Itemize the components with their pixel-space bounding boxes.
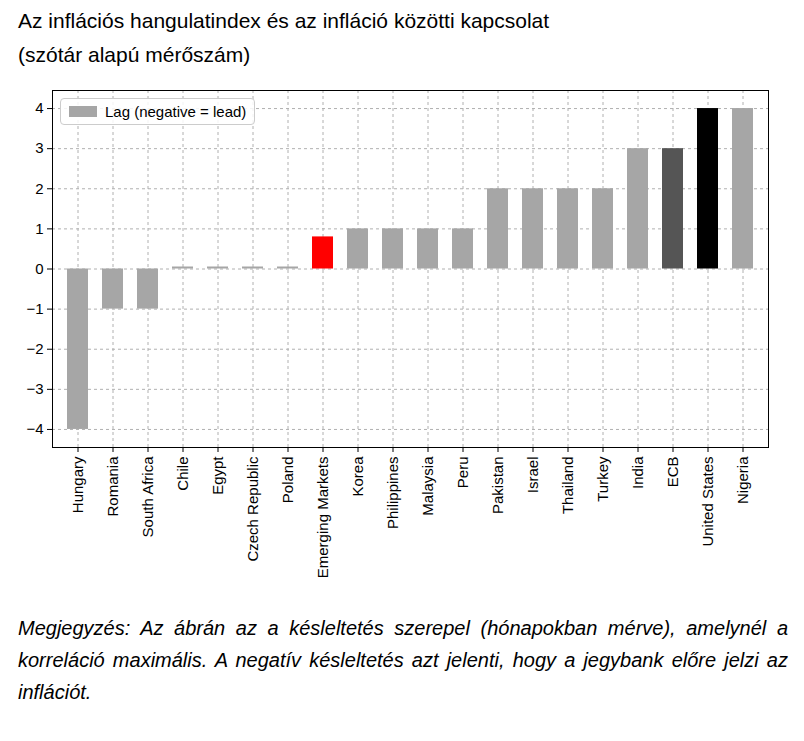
html-text:Lag (negative = lead): Lag (negative = lead) (105, 103, 247, 120)
svg-text:Chile: Chile (174, 457, 191, 491)
svg-text:Romania: Romania (104, 456, 121, 517)
svg-text:Philippines: Philippines (384, 457, 401, 530)
svg-text:−1: −1 (26, 300, 43, 317)
svg-text:South Africa: South Africa (139, 456, 156, 538)
svg-text:Korea: Korea (349, 456, 366, 497)
svg-text:Emerging Markets: Emerging Markets (314, 457, 331, 579)
svg-text:Nigeria: Nigeria (734, 456, 751, 504)
html-text:(szótár alapú mérőszám): (szótár alapú mérőszám) (18, 43, 251, 66)
svg-text:Malaysia: Malaysia (419, 456, 436, 516)
svg-text:−3: −3 (26, 380, 43, 397)
html-text:Megjegyzés: Az ábrán az a késl: Megjegyzés: Az ábrán az a késleltetés sz… (18, 617, 788, 703)
svg-text:ECB: ECB (664, 457, 681, 488)
svg-text:Czech Republic: Czech Republic (244, 456, 261, 562)
svg-text:India: India (629, 456, 646, 489)
svg-text:0: 0 (35, 260, 43, 277)
svg-text:Peru: Peru (454, 457, 471, 489)
svg-text:−2: −2 (26, 340, 43, 357)
svg-text:3: 3 (35, 139, 43, 156)
svg-text:2: 2 (35, 180, 43, 197)
svg-text:Egypt: Egypt (209, 456, 226, 495)
svg-text:Thailand: Thailand (559, 457, 576, 515)
svg-text:Pakistan: Pakistan (489, 457, 506, 515)
svg-text:4: 4 (35, 99, 43, 116)
svg-text:Poland: Poland (279, 457, 296, 504)
svg-text:United States: United States (699, 457, 716, 547)
svg-text:Israel: Israel (524, 457, 541, 494)
html-text:Az inflációs hangulatindex és: Az inflációs hangulatindex és az infláci… (18, 9, 550, 32)
svg-text:Hungary: Hungary (69, 456, 86, 513)
svg-text:−4: −4 (26, 420, 43, 437)
svg-text:Turkey: Turkey (594, 456, 611, 502)
svg-text:1: 1 (35, 220, 43, 237)
